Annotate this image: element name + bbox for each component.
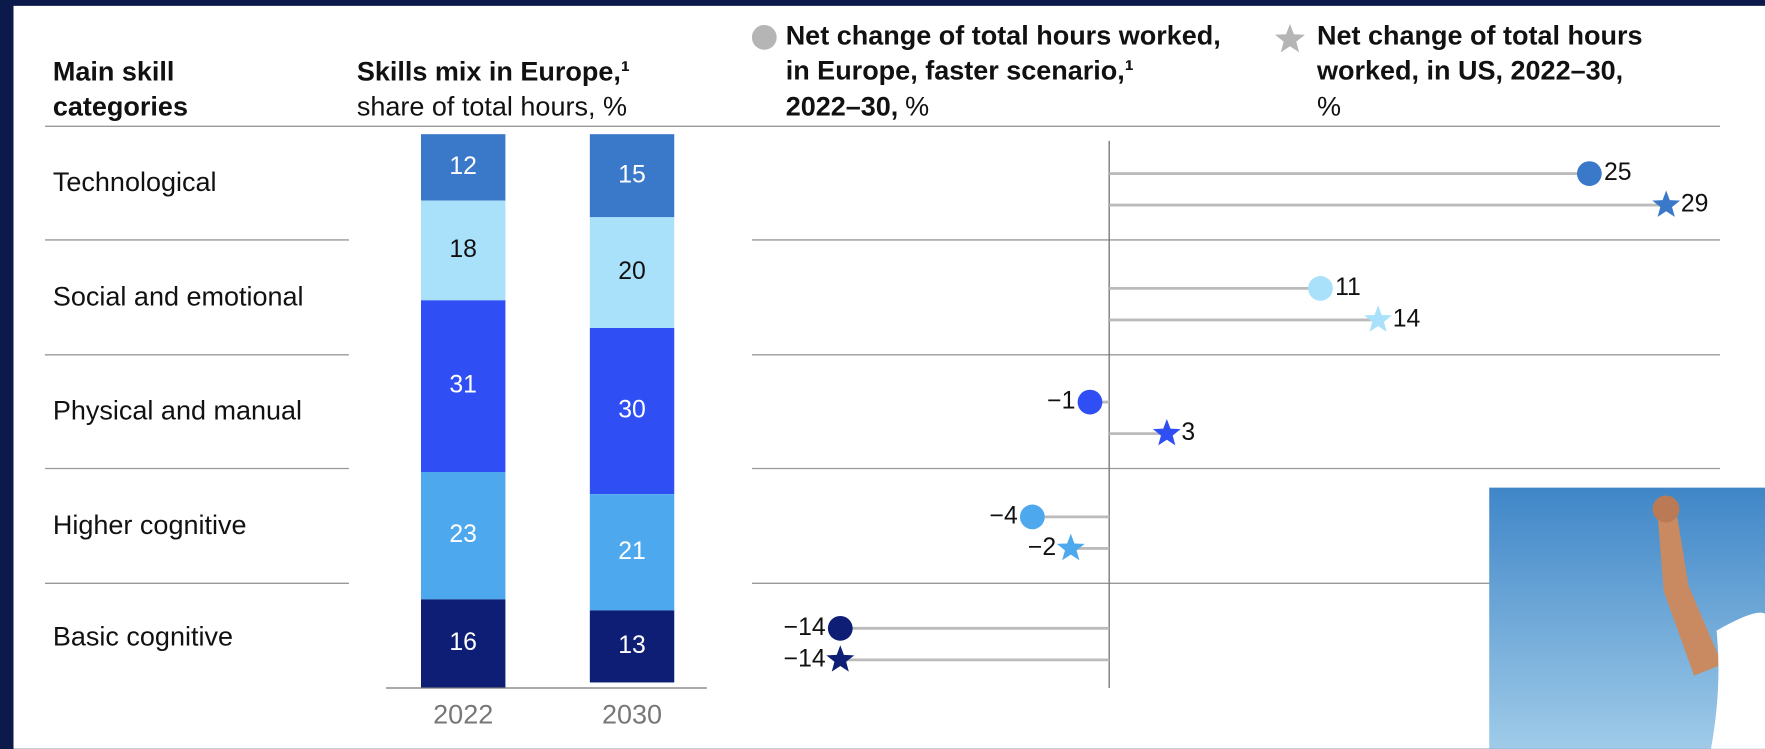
marker-star [1056,533,1085,561]
segment-label: 30 [618,397,646,424]
segment-label: 12 [449,153,477,180]
header-mix-sub: share of total hours, % [357,91,627,121]
value-label: 11 [1335,274,1361,301]
marker-circle [827,615,853,641]
segment-label: 18 [449,236,477,263]
category-label: Physical and manual [53,395,302,425]
header-category: categories [53,91,188,121]
stack-segment [420,599,506,688]
value-label: −2 [1028,534,1056,561]
header-europe-unit: % [905,91,929,121]
stack-segment [589,134,675,218]
photo-shirt [1710,612,1765,749]
segment-label: 13 [618,632,646,659]
photo-fist [1652,495,1680,523]
photo [1489,487,1765,749]
value-label: 3 [1181,419,1195,446]
segment-label: 16 [449,629,477,656]
stack-segment [589,217,675,329]
marker-star [1364,305,1392,332]
header-europe: Net change of total hours worked, [786,21,1221,51]
stack-segment [589,610,675,683]
header-category: Main skill [53,57,175,87]
marker-star [1652,190,1681,217]
legend-star [1275,23,1305,53]
value-label: −14 [784,614,826,641]
header-europe: in Europe, faster scenario,¹ [786,55,1134,85]
segment-label: 31 [449,372,477,399]
segment-label: 21 [618,538,646,565]
marker-circle [1077,389,1103,415]
header-us: Net change of total hours [1317,21,1643,51]
category-label: Social and emotional [53,282,304,312]
category-label: Basic cognitive [53,622,233,652]
year-label: 2022 [433,699,493,729]
segment-label: 20 [618,258,646,285]
header-us: worked, in US, 2022–30, [1316,55,1623,85]
header-mix: Skills mix in Europe,¹ [357,57,630,87]
value-label: 14 [1393,305,1421,332]
stack-segment [420,300,506,473]
stack-segment [420,472,506,600]
segment-label: 15 [618,161,646,188]
value-label: −4 [990,502,1018,529]
stack-segment [420,134,506,201]
value-label: 29 [1681,191,1709,218]
header-us-unit: % [1317,91,1341,121]
legend-circle [751,24,777,50]
stack-segment [589,328,675,495]
value-label: 25 [1604,159,1632,186]
header-europe: 2022–30, [786,91,899,121]
marker-circle [1308,276,1333,301]
segment-label: 23 [449,521,477,548]
header-europe-last: 2022–30,% [786,91,929,121]
stack-segment [589,494,675,611]
category-label: Higher cognitive [53,510,247,540]
value-label: −1 [1047,388,1075,415]
category-label: Technological [53,167,217,197]
panel [13,5,1765,749]
photo-arm [1656,502,1723,676]
value-label: −14 [784,645,826,672]
marker-circle [1576,161,1602,186]
marker-star [826,645,855,672]
year-label: 2030 [602,699,662,729]
stack-segment [420,200,506,301]
marker-circle [1019,504,1045,530]
marker-star [1152,418,1181,446]
